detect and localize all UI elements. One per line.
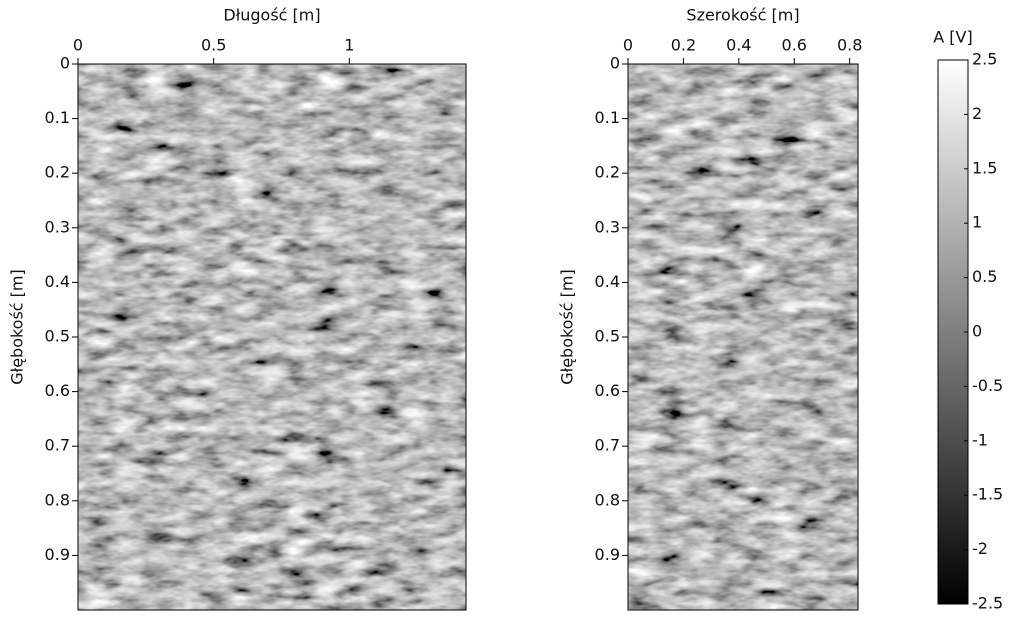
y-tick-label: 0.8: [595, 490, 620, 509]
colorbar-title: A [V]: [933, 28, 972, 47]
colorbar-tick-label: -0.5: [972, 376, 1003, 395]
x-tick-label: 0.5: [201, 36, 226, 55]
x-tick-label: 0.6: [782, 36, 807, 55]
y-tick-label: 0.5: [45, 327, 70, 346]
colorbar-tick-label: 2.5: [972, 50, 997, 69]
y-tick-label: 0.6: [45, 381, 70, 400]
y-tick-label: 0.9: [45, 545, 70, 564]
y-tick-label: 0.7: [595, 436, 620, 455]
colorbar-tick-label: -2.5: [972, 594, 1003, 613]
colorbar-tick-label: -2: [972, 539, 988, 558]
radargram-image: [628, 64, 858, 610]
colorbar-tick-label: 0: [972, 322, 982, 341]
y-tick-label: 0.2: [45, 163, 70, 182]
y-tick-label: 0.7: [45, 436, 70, 455]
x-axis-title: Szerokość [m]: [686, 6, 799, 25]
colorbar-tick-label: -1: [972, 430, 988, 449]
y-tick-label: 0.9: [595, 545, 620, 564]
y-tick-label: 0.4: [45, 272, 70, 291]
x-tick-label: 0: [73, 36, 83, 55]
y-tick-label: 0.1: [45, 108, 70, 127]
x-tick-label: 0.2: [671, 36, 696, 55]
y-tick-label: 0.2: [595, 163, 620, 182]
y-tick-label: 0.6: [595, 381, 620, 400]
y-axis-title: Głębokość [m]: [558, 269, 577, 385]
y-tick-label: 0.4: [595, 272, 620, 291]
x-tick-label: 0.4: [726, 36, 751, 55]
y-tick-label: 0: [610, 54, 620, 73]
colorbar: [937, 59, 969, 605]
y-tick-label: 0.5: [595, 327, 620, 346]
colorbar-tick-label: 2: [972, 104, 982, 123]
colorbar-tick-label: 1.5: [972, 158, 997, 177]
colorbar-tick-label: 1: [972, 213, 982, 232]
y-tick-label: 0.8: [45, 490, 70, 509]
x-tick-label: 0: [623, 36, 633, 55]
y-tick-label: 0.1: [595, 108, 620, 127]
y-tick-label: 0.3: [45, 217, 70, 236]
x-axis-title: Długość [m]: [223, 6, 320, 25]
colorbar-tick-label: -1.5: [972, 485, 1003, 504]
x-tick-label: 0.8: [837, 36, 862, 55]
x-tick-label: 1: [344, 36, 354, 55]
y-tick-label: 0: [60, 54, 70, 73]
y-tick-label: 0.3: [595, 217, 620, 236]
colorbar-tick-label: 0.5: [972, 267, 997, 286]
radargram-image: [78, 64, 466, 610]
y-axis-title: Głębokość [m]: [8, 269, 27, 385]
